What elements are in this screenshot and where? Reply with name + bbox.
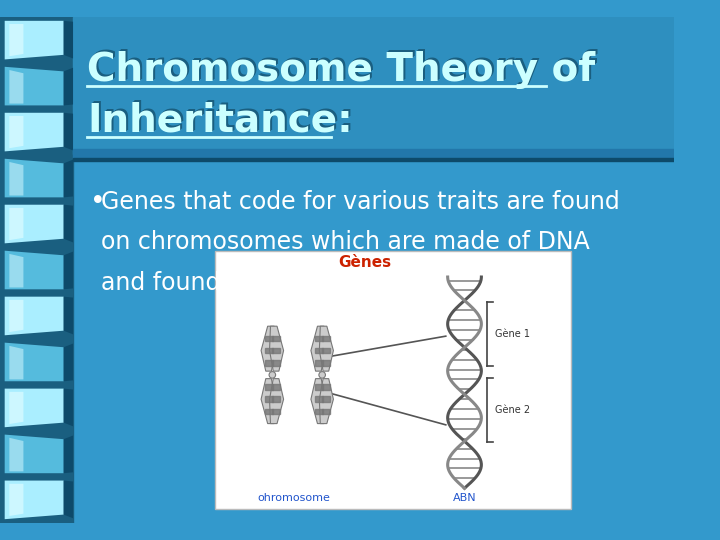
Polygon shape	[9, 162, 24, 195]
Circle shape	[319, 372, 325, 378]
Bar	[272, 384, 280, 390]
Bar	[315, 384, 323, 390]
Polygon shape	[5, 389, 63, 427]
Bar	[322, 348, 330, 353]
Polygon shape	[9, 392, 24, 424]
Bar	[265, 396, 273, 402]
Polygon shape	[5, 205, 63, 244]
Polygon shape	[5, 343, 63, 381]
Polygon shape	[5, 296, 63, 335]
Bar	[265, 409, 273, 414]
Polygon shape	[311, 379, 325, 423]
Bar	[73, 149, 675, 158]
Polygon shape	[63, 205, 73, 242]
Polygon shape	[63, 160, 73, 197]
Bar	[215, 251, 571, 509]
Text: Gène 1: Gène 1	[495, 329, 531, 339]
Polygon shape	[63, 113, 73, 151]
Bar	[322, 335, 330, 341]
Bar	[272, 360, 280, 366]
Polygon shape	[5, 251, 63, 289]
Polygon shape	[320, 379, 333, 423]
Text: Inheritance:: Inheritance:	[87, 102, 353, 140]
Text: Inheritance:: Inheritance:	[88, 101, 354, 139]
Polygon shape	[63, 389, 73, 426]
Bar	[322, 384, 330, 390]
Polygon shape	[9, 254, 24, 287]
Bar	[315, 335, 323, 341]
Polygon shape	[5, 481, 63, 519]
Text: ohromosome: ohromosome	[257, 492, 330, 503]
Polygon shape	[261, 326, 275, 371]
Polygon shape	[5, 21, 63, 59]
Polygon shape	[9, 70, 24, 104]
Bar	[73, 158, 675, 161]
Text: •: •	[90, 188, 106, 215]
Polygon shape	[311, 326, 325, 371]
Bar	[272, 348, 280, 353]
Text: Inheritance:: Inheritance:	[89, 100, 355, 138]
Bar	[322, 396, 330, 402]
Bar	[315, 360, 323, 366]
Polygon shape	[9, 116, 24, 148]
Polygon shape	[63, 481, 73, 518]
Polygon shape	[320, 326, 333, 371]
Polygon shape	[9, 346, 24, 380]
Bar	[315, 348, 323, 353]
Text: and found in the nucleus of each cell: and found in the nucleus of each cell	[101, 271, 538, 295]
Bar	[272, 409, 280, 414]
Polygon shape	[269, 379, 284, 423]
Bar	[315, 396, 323, 402]
Polygon shape	[9, 438, 24, 471]
Polygon shape	[5, 159, 63, 197]
Text: ABN: ABN	[453, 492, 477, 503]
Bar	[322, 360, 330, 366]
Bar	[265, 335, 273, 341]
Polygon shape	[63, 343, 73, 381]
Polygon shape	[63, 296, 73, 334]
Polygon shape	[5, 113, 63, 151]
Bar	[322, 409, 330, 414]
Circle shape	[269, 372, 276, 378]
Bar	[265, 384, 273, 390]
Polygon shape	[9, 484, 24, 516]
Text: Genes that code for various traits are found: Genes that code for various traits are f…	[101, 190, 620, 214]
Text: Gène 2: Gène 2	[495, 405, 531, 415]
Polygon shape	[63, 435, 73, 473]
Text: Chromosome Theory of: Chromosome Theory of	[88, 50, 596, 89]
Polygon shape	[63, 252, 73, 289]
Bar	[265, 360, 273, 366]
Bar	[272, 335, 280, 341]
Polygon shape	[261, 379, 275, 423]
Bar	[265, 348, 273, 353]
Text: on chromosomes which are made of DNA: on chromosomes which are made of DNA	[101, 230, 590, 254]
Text: Chromosome Theory of: Chromosome Theory of	[89, 49, 597, 87]
Bar	[272, 396, 280, 402]
Polygon shape	[63, 68, 73, 105]
Polygon shape	[269, 326, 284, 371]
Polygon shape	[9, 208, 24, 240]
Text: Chromosome Theory of: Chromosome Theory of	[87, 51, 595, 89]
Polygon shape	[9, 24, 24, 56]
Bar	[315, 409, 323, 414]
Bar	[73, 17, 675, 154]
Polygon shape	[63, 21, 73, 58]
Bar	[0, 17, 73, 523]
Text: Gènes: Gènes	[338, 255, 392, 270]
Polygon shape	[9, 300, 24, 332]
Polygon shape	[5, 435, 63, 473]
Polygon shape	[5, 67, 63, 105]
